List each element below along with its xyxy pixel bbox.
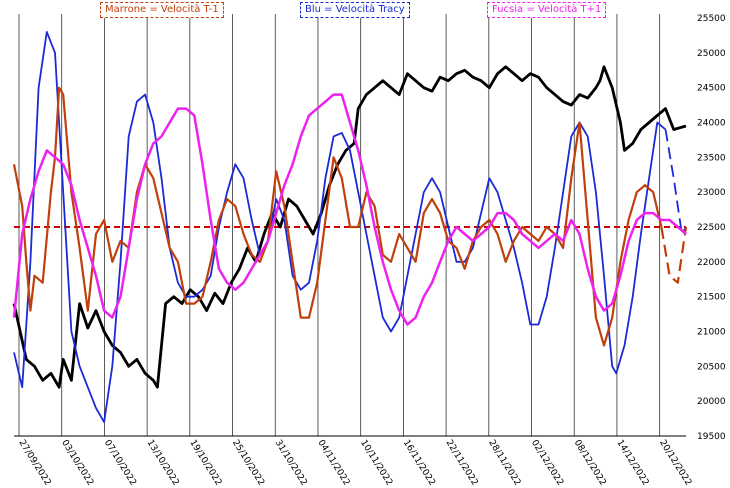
- x-tick-label: 07/10/2022: [102, 438, 138, 487]
- x-tick-label: 03/10/2022: [59, 438, 95, 487]
- legend-marrone: Marrone = Velocità T-1: [100, 2, 224, 18]
- x-tick-label: 22/11/2022: [444, 438, 480, 487]
- x-tick-label: 13/10/2022: [145, 438, 181, 487]
- x-tick-label: 31/10/2022: [273, 438, 309, 487]
- series-line-prezzo: [12, 65, 687, 389]
- series-group: [12, 31, 688, 423]
- x-tick-label: 10/11/2022: [358, 438, 394, 487]
- legend-fucsia: Fucsia = Velocità T+1: [487, 2, 607, 18]
- x-tick-label: 16/11/2022: [401, 438, 437, 487]
- y-tick-label: 25500: [697, 14, 726, 24]
- x-axis-tick-labels: 27/09/2022 03/10/2022 07/10/2022 13/10/2022…: [16, 438, 693, 487]
- series-line-blu: [13, 31, 667, 423]
- y-tick-label: 25000: [697, 49, 726, 59]
- series-line-blu: [664, 129, 687, 235]
- y-axis-tick-labels: 25500 25000 24500 24000 23500 23000 22500 22000…: [697, 14, 726, 442]
- legend-blu: Blu = Velocità Tracy: [300, 2, 410, 18]
- y-tick-label: 24500: [697, 84, 726, 94]
- x-tick-label: 28/11/2022: [486, 438, 522, 487]
- series-line-marrone: [660, 226, 688, 284]
- x-tick-label: 14/12/2022: [614, 438, 650, 487]
- y-tick-label: 22000: [697, 258, 726, 268]
- y-tick-label: 21000: [697, 328, 726, 338]
- y-tick-label: 24000: [697, 119, 726, 129]
- y-tick-label: 19500: [697, 432, 726, 442]
- y-tick-label: 21500: [697, 293, 726, 303]
- x-tick-label: 08/12/2022: [572, 438, 608, 487]
- y-tick-label: 23000: [697, 188, 726, 198]
- x-tick-label: 20/12/2022: [657, 438, 693, 487]
- y-tick-label: 20000: [697, 397, 726, 407]
- y-tick-label: 20500: [697, 362, 726, 372]
- x-tick-label: 25/10/2022: [230, 438, 266, 487]
- series-line-marrone: [12, 86, 663, 347]
- series-line-fucsia: [12, 93, 687, 326]
- vertical-gridlines: [18, 14, 661, 436]
- y-tick-label: 23500: [697, 153, 726, 163]
- x-tick-label: 02/12/2022: [529, 438, 565, 487]
- x-tick-label: 27/09/2022: [16, 438, 52, 487]
- x-tick-label: 19/10/2022: [187, 438, 223, 487]
- x-tick-label: 04/11/2022: [315, 438, 351, 487]
- y-tick-label: 22500: [697, 223, 726, 233]
